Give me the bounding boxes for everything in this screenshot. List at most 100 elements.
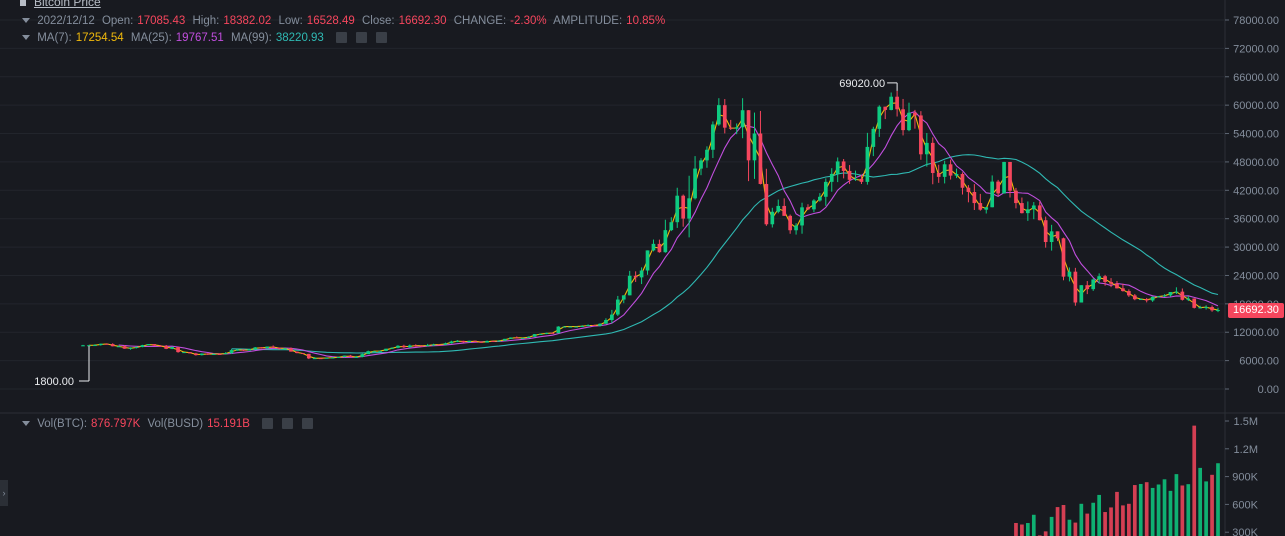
candle-body [1192,298,1197,308]
candle [823,178,828,206]
candle [604,318,608,324]
candle-body [419,345,424,347]
candle [93,344,97,347]
candle-body [134,347,139,349]
candle [110,343,115,347]
candle-body [907,112,911,131]
candle [485,340,489,343]
candle-body [657,243,662,253]
close-icon[interactable] [376,32,388,44]
candle [645,250,650,275]
candle [1008,161,1012,198]
volume-legend: Vol(BTC): 876.797K Vol(BUSD) 15.191B [22,418,317,430]
candle-body [402,345,406,348]
candle [514,336,519,339]
volume-bar [1085,513,1090,536]
candle [407,344,412,348]
candle [265,346,270,350]
y-tick-label: 60000.00 [1233,100,1279,112]
y-tick-label: 48000.00 [1233,157,1279,169]
settings-icon[interactable] [356,32,368,44]
collapse-triangle-icon[interactable] [22,18,30,24]
candle [235,348,240,351]
candle-body [1031,205,1036,210]
candle-body [835,161,840,174]
candle-body [205,353,210,355]
candle [1121,283,1125,292]
candle-body [901,109,905,131]
candle [978,193,983,211]
candle [728,119,733,130]
candle [532,334,537,337]
candle-body [930,142,935,174]
candle-body [615,299,620,315]
candle-body [604,320,608,324]
candle-body [823,181,828,197]
candle [746,110,751,182]
volume-bar [1121,505,1125,536]
candle-body [1073,271,1078,303]
candle [996,179,1000,197]
candle-body [116,346,121,348]
candle [1043,216,1048,248]
candle [384,348,388,352]
volume-bar [1186,484,1191,536]
visibility-toggle-icon[interactable] [262,418,274,430]
candle [289,347,293,352]
candle [1180,288,1185,301]
candle [556,326,561,334]
candle-body [509,337,513,339]
candle-body [544,332,549,334]
candle [669,217,674,232]
y-axis: 78000.00 72000.00 66000.00 60000.00 54000.00… [1225,15,1279,536]
close-icon[interactable] [302,418,314,430]
candle-body [372,351,377,353]
candle-body [1121,288,1125,292]
ma99-line [231,154,1219,354]
candle-body [526,336,531,338]
candle [1186,295,1191,302]
candle [182,352,186,354]
candle-body [253,347,258,350]
settings-icon[interactable] [282,418,294,430]
candle [1020,197,1024,214]
candle [960,172,965,195]
volume-bar [1067,519,1072,536]
volume-bar [1079,503,1084,536]
candle-body [598,323,602,326]
expand-side-button[interactable]: › [0,480,8,506]
candle [431,343,436,346]
candle [461,340,466,343]
candle [241,349,246,351]
y-tick-label: 72000.00 [1233,43,1279,55]
collapse-triangle-icon[interactable] [22,35,30,41]
collapse-triangle-icon[interactable] [22,421,30,427]
candle [1055,231,1060,242]
candle-body [746,110,751,161]
y-tick-label: 54000.00 [1233,129,1279,141]
volume-bar [1156,484,1161,536]
candle [443,342,448,346]
min-price-label: 1800.00 [34,376,74,388]
candle-body [913,112,917,116]
candle [479,341,483,343]
candle-body [770,211,775,225]
volume-bar [1138,483,1143,536]
visibility-toggle-icon[interactable] [336,32,348,44]
candle-body [110,344,115,347]
candle [378,350,382,352]
candle-body [764,183,769,225]
candle [621,295,626,304]
chart-title[interactable]: Bitcoin Price [20,0,101,9]
candle-body [336,356,341,358]
candle [984,207,989,214]
candle-body [1067,271,1072,277]
y-tick-label: 0.00 [1258,384,1279,396]
candle [188,352,192,354]
candle-body [740,110,745,128]
candle [966,185,971,203]
volume-tick-label: 600K [1232,499,1258,511]
candle [324,357,329,359]
candle-body [794,225,798,231]
